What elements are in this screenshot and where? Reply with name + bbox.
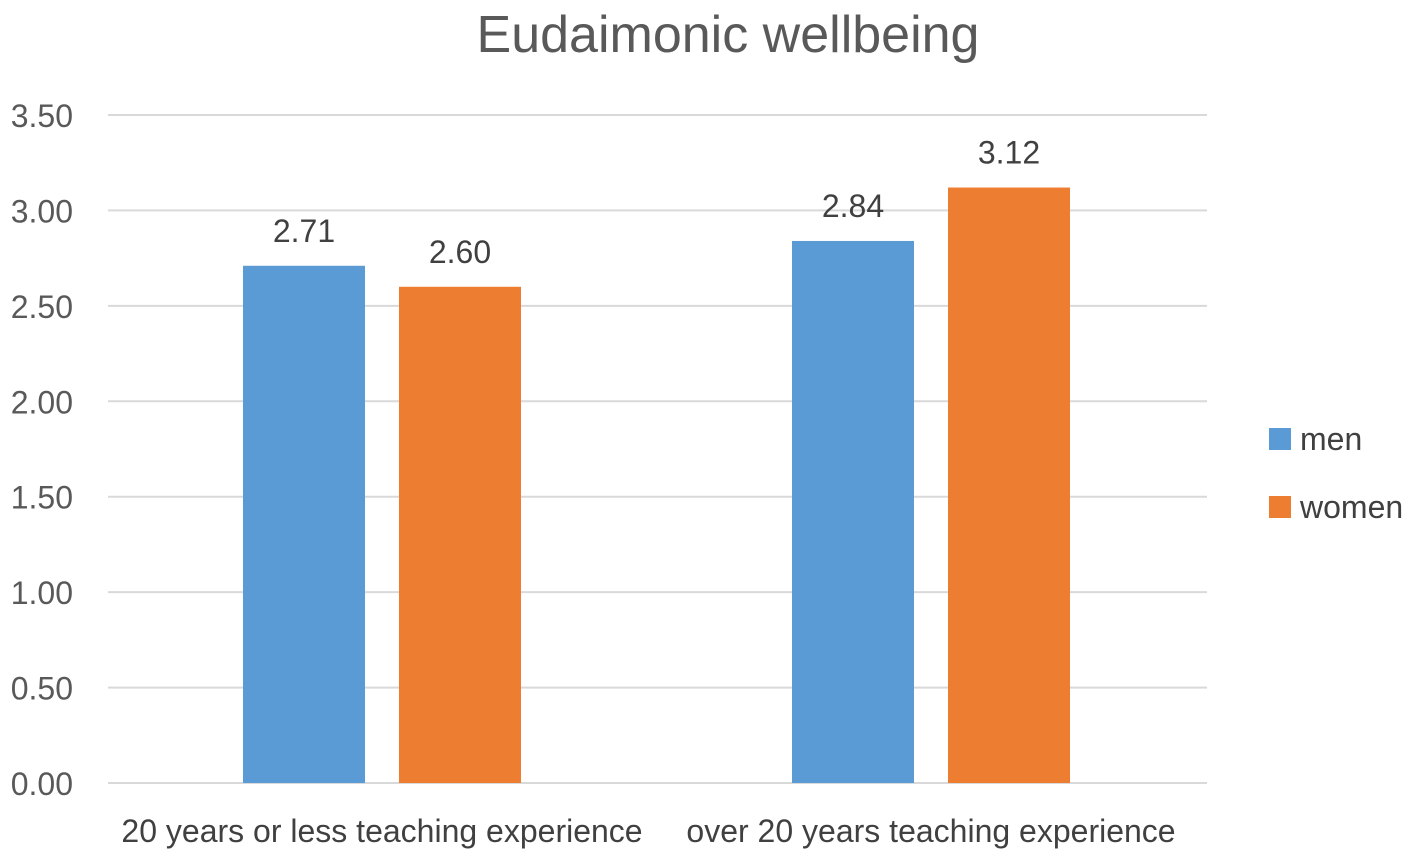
y-axis-tick-labels: 0.00 0.50 1.00 1.50 2.00 2.50 3.00 3.50 (11, 98, 73, 802)
bar-women (948, 187, 1070, 784)
y-tick-label: 3.00 (11, 193, 73, 229)
y-tick-label: 1.00 (11, 575, 73, 611)
bar-men (792, 240, 914, 784)
data-labels: 2.71 2.60 2.84 3.12 (273, 135, 1040, 270)
bar-men (243, 265, 365, 784)
legend-label-men: men (1300, 421, 1362, 457)
bar-women (399, 286, 521, 783)
x-category-label: 20 years or less teaching experience (121, 813, 642, 849)
y-tick-label: 3.50 (11, 98, 73, 134)
x-axis-category-labels: 20 years or less teaching experience over… (121, 813, 1175, 849)
y-tick-label: 0.00 (11, 766, 73, 802)
legend: men women (1269, 421, 1403, 525)
legend-label-women: women (1299, 489, 1403, 525)
y-tick-label: 1.50 (11, 480, 73, 516)
data-label: 2.71 (273, 213, 335, 249)
data-label: 3.12 (978, 135, 1040, 171)
y-tick-label: 2.00 (11, 384, 73, 420)
data-label: 2.60 (429, 234, 491, 270)
y-tick-label: 2.50 (11, 289, 73, 325)
x-category-label: over 20 years teaching experience (686, 813, 1175, 849)
legend-swatch-women (1269, 496, 1291, 518)
data-label: 2.84 (822, 188, 884, 224)
legend-swatch-men (1269, 428, 1291, 450)
bars (243, 187, 1070, 784)
chart-title: Eudaimonic wellbeing (477, 6, 980, 64)
y-tick-label: 0.50 (11, 671, 73, 707)
